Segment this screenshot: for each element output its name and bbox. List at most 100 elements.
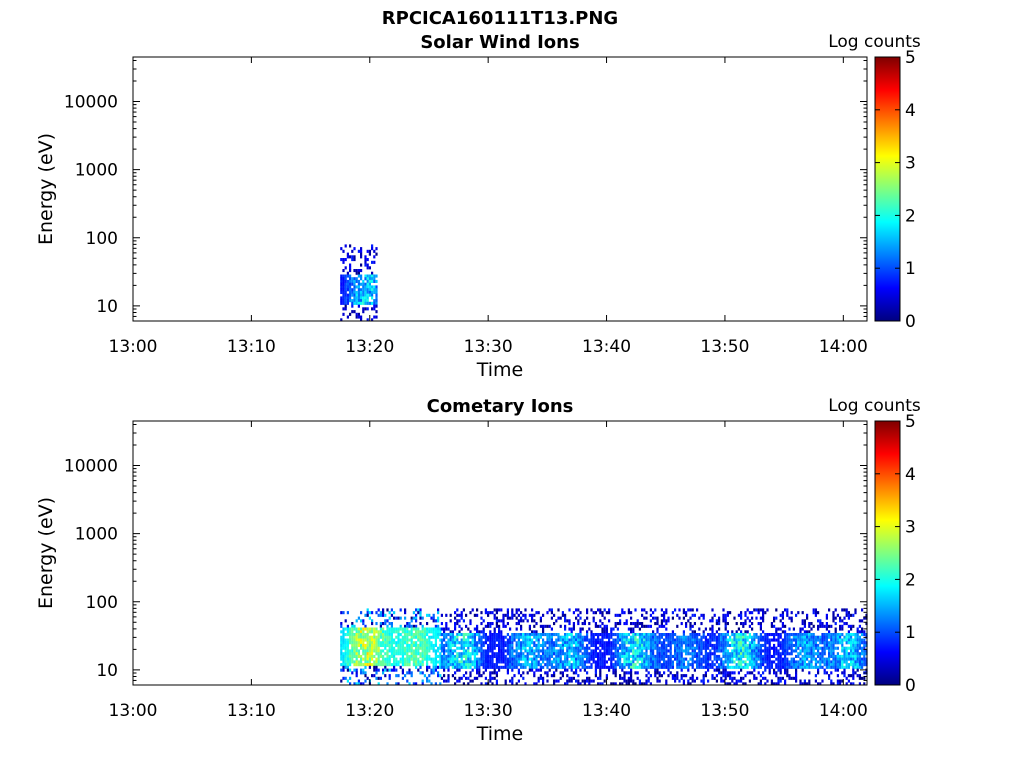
spectrogram-cell <box>471 633 474 637</box>
spectrogram-cell <box>724 652 727 656</box>
spectrogram-cell <box>638 679 641 683</box>
spectrogram-cell <box>388 643 391 647</box>
spectrogram-cell <box>843 616 846 620</box>
spectrogram-cell <box>462 635 465 639</box>
spectrogram-cell <box>654 635 657 639</box>
spectrogram-cell <box>342 312 345 316</box>
spectrogram-cell <box>346 279 349 283</box>
spectrogram-cell <box>384 633 387 637</box>
spectrogram-cell <box>373 660 376 664</box>
spectrogram-cell <box>550 665 553 669</box>
spectrogram-cell <box>823 663 826 667</box>
x-tick-label: 13:50 <box>700 337 749 357</box>
spectrogram-cell <box>744 613 747 617</box>
spectrogram-cell <box>449 654 452 658</box>
spectrogram-cell <box>744 622 747 626</box>
spectrogram-cell <box>456 613 459 617</box>
spectrogram-cell <box>729 682 732 686</box>
spectrogram-cell <box>344 654 347 658</box>
spectrogram-cell <box>847 630 850 634</box>
spectrogram-cell <box>487 635 490 639</box>
spectrogram-cell <box>515 682 518 686</box>
spectrogram-cell <box>590 641 593 645</box>
spectrogram-cell <box>491 611 494 615</box>
spectrogram-cell <box>810 641 813 645</box>
spectrogram-cell <box>737 660 740 664</box>
spectrogram-cell <box>415 652 418 656</box>
spectrogram-cell <box>570 633 573 637</box>
spectrogram-cell <box>489 657 492 661</box>
spectrogram-cell <box>495 638 498 642</box>
spectrogram-cell <box>382 654 385 658</box>
spectrogram-cell <box>779 641 782 645</box>
spectrogram-cell <box>349 279 352 283</box>
spectrogram-cell <box>524 643 527 647</box>
spectrogram-cell <box>735 638 738 642</box>
spectrogram-cell <box>744 654 747 658</box>
spectrogram-cell <box>357 269 360 273</box>
spectrogram-cell <box>495 679 498 683</box>
spectrogram-cell <box>423 654 426 658</box>
spectrogram-cell <box>828 624 831 628</box>
spectrogram-cell <box>790 638 793 642</box>
spectrogram-cell <box>825 613 828 617</box>
spectrogram-cell <box>451 657 454 661</box>
spectrogram-cell <box>795 649 798 653</box>
spectrogram-cell <box>630 663 633 667</box>
spectrogram-cell <box>491 646 494 650</box>
spectrogram-cell <box>533 654 536 658</box>
spectrogram-cell <box>654 641 657 645</box>
spectrogram-cell <box>399 627 402 631</box>
spectrogram-cell <box>612 663 615 667</box>
spectrogram-cell <box>597 652 600 656</box>
spectrogram-cell <box>696 646 699 650</box>
panel-title: Cometary Ions <box>427 396 574 417</box>
spectrogram-cell <box>678 665 681 669</box>
spectrogram-cell <box>825 624 828 628</box>
spectrogram-cell <box>368 293 371 297</box>
spectrogram-cell <box>393 627 396 631</box>
spectrogram-cell <box>535 638 538 642</box>
spectrogram-cell <box>746 671 749 675</box>
spectrogram-cell <box>539 665 542 669</box>
spectrogram-cell <box>658 674 661 678</box>
spectrogram-cell <box>645 679 648 683</box>
spectrogram-cell <box>399 649 402 653</box>
spectrogram-cell <box>342 282 345 286</box>
spectrogram-cell <box>788 641 791 645</box>
spectrogram-cell <box>819 652 822 656</box>
spectrogram-cell <box>790 646 793 650</box>
spectrogram-cell <box>355 279 358 283</box>
spectrogram-cell <box>667 654 670 658</box>
spectrogram-cell <box>625 622 628 626</box>
spectrogram-cell <box>487 624 490 628</box>
spectrogram-cell <box>368 301 371 305</box>
spectrogram-cell <box>786 660 789 664</box>
spectrogram-cell <box>408 668 411 672</box>
spectrogram-cell <box>535 660 538 664</box>
spectrogram-cell <box>669 649 672 653</box>
spectrogram-cell <box>632 643 635 647</box>
spectrogram-cell <box>401 663 404 667</box>
spectrogram-cell <box>724 624 727 628</box>
spectrogram-cell <box>375 668 378 672</box>
spectrogram-cell <box>621 682 624 686</box>
spectrogram-cell <box>353 258 356 262</box>
spectrogram-cell <box>693 635 696 639</box>
spectrogram-cell <box>375 643 378 647</box>
spectrogram-cell <box>667 660 670 664</box>
spectrogram-cell <box>641 635 644 639</box>
spectrogram-cell <box>561 613 564 617</box>
spectrogram-cell <box>397 638 400 642</box>
spectrogram-cell <box>801 619 804 623</box>
spectrogram-cell <box>434 638 437 642</box>
spectrogram-cell <box>506 608 509 612</box>
spectrogram-cell <box>462 646 465 650</box>
spectrogram-cell <box>440 633 443 637</box>
spectrogram-cell <box>460 660 463 664</box>
spectrogram-cell <box>757 611 760 615</box>
spectrogram-cell <box>577 619 580 623</box>
spectrogram-cell <box>830 635 833 639</box>
spectrogram-cell <box>566 619 569 623</box>
spectrogram-cell <box>678 635 681 639</box>
